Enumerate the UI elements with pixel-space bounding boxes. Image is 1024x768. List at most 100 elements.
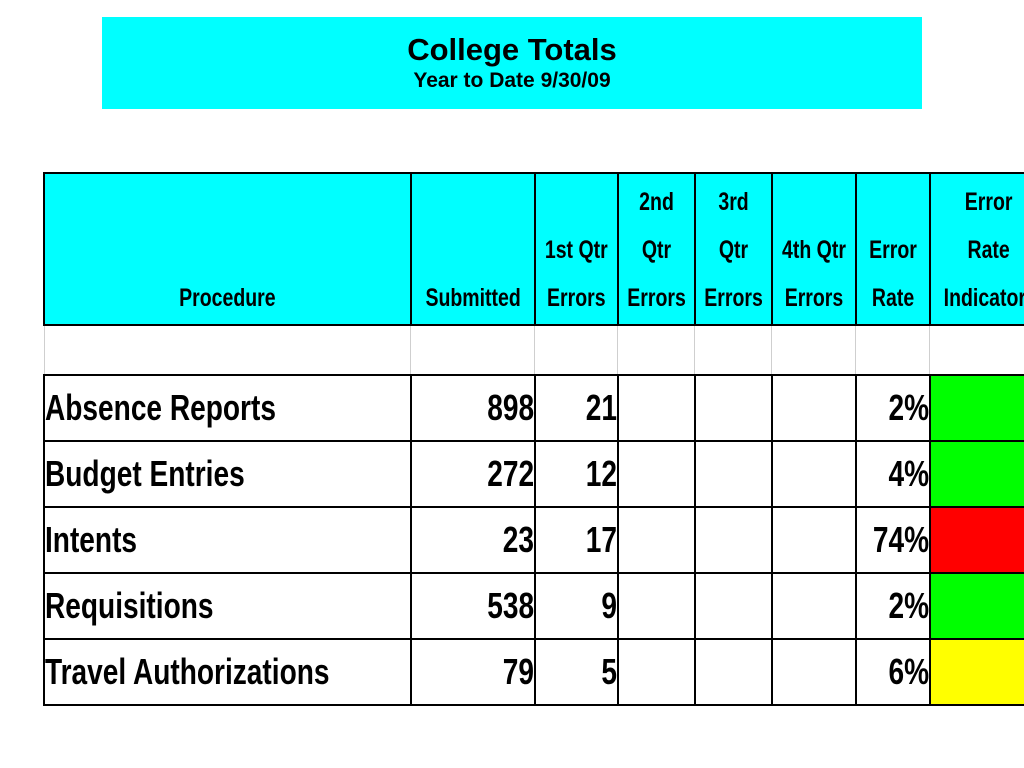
procedure-cell: Absence Reports: [43, 374, 412, 442]
procedure-cell-text: Budget Entries: [45, 453, 245, 494]
q3-errors-cell: [693, 374, 773, 442]
column-header-line: Indicator*: [943, 284, 1024, 312]
column-header-line: Submitted: [425, 284, 521, 312]
q1-errors-cell: 17: [533, 506, 619, 574]
procedure-cell: Travel Authorizations: [43, 638, 412, 706]
q1-errors-cell-text: 5: [600, 651, 617, 692]
column-header-line: Error: [964, 188, 1013, 216]
procedure-cell: Budget Entries: [43, 440, 412, 508]
spacer-cell: [694, 325, 773, 376]
error-rate-cell: 2%: [854, 572, 931, 640]
column-header-line: Errors: [626, 284, 686, 312]
spacer-cell: [43, 325, 412, 376]
spacer-row: [43, 325, 1024, 376]
q1-errors-cell-text: 17: [585, 519, 617, 560]
column-header: Submitted: [409, 172, 536, 326]
error-rate-cell-text: 2%: [888, 585, 929, 626]
table-row: Absence Reports 898 21 2%: [43, 374, 1024, 442]
q4-errors-cell: [770, 374, 857, 442]
error-rate-cell: 6%: [854, 638, 931, 706]
q4-errors-cell: [770, 506, 857, 574]
q1-errors-cell-text: 21: [585, 387, 617, 428]
column-header-line: Qtr: [718, 236, 748, 264]
column-header-line: Rate: [967, 236, 1010, 264]
submitted-cell: 79: [409, 638, 536, 706]
column-header-line: 4th Qtr: [781, 236, 846, 264]
q2-errors-cell: [616, 506, 696, 574]
submitted-cell-text: 898: [487, 387, 534, 428]
q1-errors-cell-text: 9: [600, 585, 617, 626]
q4-errors-cell: [770, 572, 857, 640]
column-header-line: Errors: [546, 284, 606, 312]
error-rate-cell: 4%: [854, 440, 931, 508]
q1-errors-cell: 5: [533, 638, 619, 706]
error-rate-indicator-swatch: [928, 506, 1024, 574]
procedure-cell: Requisitions: [43, 572, 412, 640]
column-header-line: Error: [868, 236, 917, 264]
error-rate-cell-text: 6%: [888, 651, 929, 692]
submitted-cell-text: 272: [487, 453, 534, 494]
column-header-line: 1st Qtr: [544, 236, 608, 264]
spacer-cell: [855, 325, 931, 376]
spacer-cell: [929, 325, 1024, 376]
header-row: Procedure Submitted 1st Qtr Errors 2nd Qtr Err…: [43, 172, 1024, 326]
q2-errors-cell: [616, 374, 696, 442]
spacer-cell: [534, 325, 619, 376]
submitted-cell-text: 538: [487, 585, 534, 626]
column-header: Error Rate: [854, 172, 931, 326]
submitted-cell-text: 23: [502, 519, 534, 560]
q3-errors-cell: [693, 638, 773, 706]
q2-errors-cell: [616, 638, 696, 706]
column-header-line: Qtr: [641, 236, 671, 264]
spacer-cell: [410, 325, 536, 376]
column-header-line: Errors: [703, 284, 763, 312]
error-rate-indicator-swatch: [928, 374, 1024, 442]
page-title: College Totals: [407, 32, 617, 67]
q4-errors-cell: [770, 638, 857, 706]
title-banner: College Totals Year to Date 9/30/09: [102, 17, 922, 109]
spacer-cell: [617, 325, 696, 376]
table-row: Budget Entries 272 12 4%: [43, 440, 1024, 508]
q2-errors-cell: [616, 440, 696, 508]
error-rate-cell: 74%: [854, 506, 931, 574]
q3-errors-cell: [693, 506, 773, 574]
submitted-cell: 23: [409, 506, 536, 574]
error-rate-indicator-swatch: [928, 572, 1024, 640]
column-header: 3rd Qtr Errors: [693, 172, 773, 326]
table-row: Requisitions 538 9 2%: [43, 572, 1024, 640]
submitted-cell: 272: [409, 440, 536, 508]
procedure-cell-text: Travel Authorizations: [45, 651, 330, 692]
submitted-cell: 898: [409, 374, 536, 442]
error-rate-cell-text: 2%: [888, 387, 929, 428]
q3-errors-cell: [693, 440, 773, 508]
table-row: Intents 23 17 74%: [43, 506, 1024, 574]
college-totals-table: Procedure Submitted 1st Qtr Errors 2nd Qtr Err…: [43, 172, 1024, 706]
column-header-line: Rate: [871, 284, 914, 312]
q4-errors-cell: [770, 440, 857, 508]
error-rate-cell: 2%: [854, 374, 931, 442]
table-row: Travel Authorizations 79 5 6%: [43, 638, 1024, 706]
submitted-cell: 538: [409, 572, 536, 640]
procedure-cell-text: Intents: [45, 519, 138, 560]
column-header-line: Procedure: [179, 284, 276, 312]
procedure-cell: Intents: [43, 506, 412, 574]
column-header-line: 3rd: [717, 188, 749, 216]
column-header: Error Rate Indicator*: [928, 172, 1024, 326]
page-subtitle: Year to Date 9/30/09: [413, 69, 611, 92]
procedure-cell-text: Requisitions: [45, 585, 214, 626]
error-rate-indicator-swatch: [928, 440, 1024, 508]
procedure-cell-text: Absence Reports: [45, 387, 276, 428]
submitted-cell-text: 79: [502, 651, 534, 692]
column-header: Procedure: [43, 172, 412, 326]
q1-errors-cell: 12: [533, 440, 619, 508]
column-header: 4th Qtr Errors: [770, 172, 857, 326]
q3-errors-cell: [693, 572, 773, 640]
column-header: 1st Qtr Errors: [533, 172, 619, 326]
error-rate-cell-text: 4%: [888, 453, 929, 494]
q1-errors-cell-text: 12: [585, 453, 617, 494]
error-rate-indicator-swatch: [928, 638, 1024, 706]
error-rate-cell-text: 74%: [872, 519, 929, 560]
column-header-line: 2nd: [638, 188, 674, 216]
column-header-line: Errors: [784, 284, 843, 312]
column-header: 2nd Qtr Errors: [616, 172, 696, 326]
